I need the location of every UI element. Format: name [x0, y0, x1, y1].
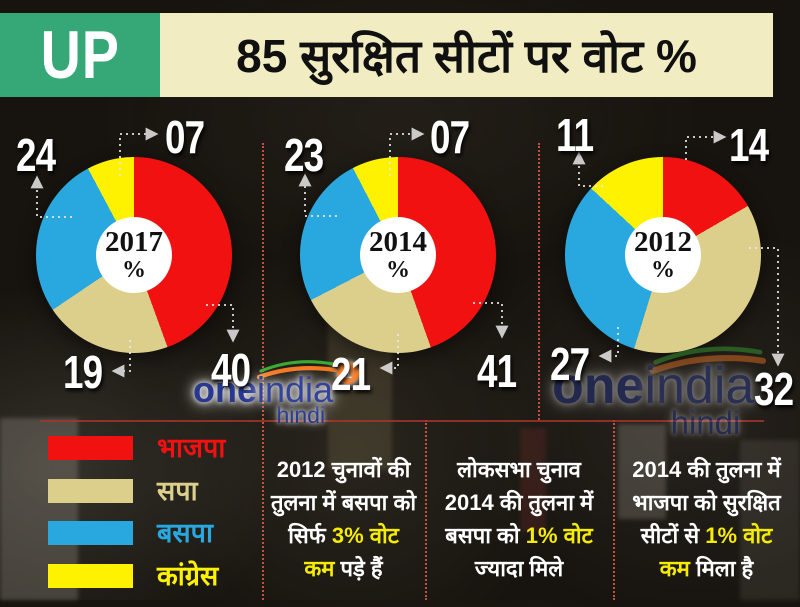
label-2017-bjp: 40: [211, 344, 251, 396]
label-2017-bsp: 24: [16, 129, 56, 181]
pie-unit-label: %: [386, 257, 410, 283]
note-line: 2012 चुनावों की: [276, 457, 411, 482]
note-line: बसपा को 1% वोट: [445, 523, 593, 548]
legend-label-congress: कांग्रेस: [157, 560, 219, 591]
pie-year-label: 2012: [634, 226, 692, 258]
legend-label-bjp: भाजपा: [157, 432, 226, 463]
badge-1-icon: 1: [337, 362, 360, 384]
legend-label-bsp: बसपा: [157, 517, 213, 548]
region-label: UP: [40, 17, 120, 93]
label-2017-sp: 19: [63, 346, 103, 398]
hindi-wordmark: hindi: [670, 404, 741, 441]
legend-swatch-bsp: [48, 521, 133, 545]
label-2014-sp: 21: [331, 348, 371, 400]
divider-dotted-vertical: [538, 143, 540, 420]
pie-year-label: 2014: [369, 226, 427, 258]
note-line: सिर्फ 3% वोट: [288, 523, 399, 548]
background-photo-card: [520, 428, 546, 532]
header: UP 85 सुरक्षित सीटों पर वोट %: [0, 13, 800, 97]
oneindia-hindi-logo: oneindia 1 hindi: [193, 360, 360, 428]
tricolor-swoosh-icon: [256, 360, 338, 379]
oneindia-hindi-watermark: oneindia 1 hindi: [552, 346, 767, 441]
title-bar: 85 सुरक्षित सीटों पर वोट %: [160, 13, 773, 97]
legend: भाजपा सपा बसपा कांग्रेस: [48, 432, 226, 607]
legend-row-bjp: भाजपा: [48, 432, 226, 463]
pie-year-label: 2017: [105, 226, 163, 258]
pie-center-2014: 2014 %: [360, 217, 436, 293]
label-2012-bsp: 27: [550, 338, 590, 390]
note-2014-loksabha: लोकसभा चुनाव 2014 की तुलना में बसपा को 1…: [425, 446, 613, 592]
pie-chart-2014: 2014 %: [300, 157, 496, 353]
background-photo-card: [740, 440, 800, 600]
pie-unit-label: %: [122, 257, 146, 283]
label-2017-congress: 07: [165, 111, 205, 163]
legend-row-congress: कांग्रेस: [48, 560, 225, 591]
note-line: 2014 की तुलना में: [632, 457, 781, 482]
label-2012-congress: 11: [556, 109, 594, 161]
note-line: ज्यादा मिले: [474, 556, 564, 581]
note-line: भाजपा को सुरक्षित: [632, 490, 781, 515]
note-line: लोकसभा चुनाव: [457, 457, 581, 482]
note-line: कम पड़े हैं: [304, 556, 383, 581]
label-2012-bjp: 14: [729, 119, 769, 171]
note-2012-comparison: 2012 चुनावों की तुलना में बसपा को सिर्फ …: [262, 446, 425, 592]
legend-swatch-bjp: [48, 436, 133, 460]
note-2014-bjp: 2014 की तुलना में भाजपा को सुरक्षित सीटो…: [613, 446, 800, 592]
oneindia-wordmark: oneindia 1: [193, 362, 360, 408]
hindi-wordmark: hindi: [276, 402, 326, 428]
note-line: कम मिला है: [659, 556, 754, 581]
pie-center-2017: 2017 %: [96, 217, 172, 293]
legend-row-bsp: बसपा: [48, 517, 225, 548]
note-line: 2014 की तुलना में: [444, 490, 594, 515]
legend-label-sp: सपा: [157, 475, 198, 506]
divider-horizontal: [40, 420, 764, 422]
divider-dotted-vertical: [425, 420, 427, 600]
background-photo-card: [618, 424, 666, 519]
page-title: 85 सुरक्षित सीटों पर वोट %: [236, 30, 697, 82]
note-line: तुलना में बसपा को: [270, 490, 417, 515]
region-badge: UP: [0, 13, 160, 97]
label-2012-sp: 32: [754, 363, 794, 415]
legend-swatch-sp: [48, 479, 133, 503]
divider-dotted-vertical: [613, 420, 615, 600]
pie-center-2012: 2012 %: [625, 217, 701, 293]
legend-swatch-congress: [48, 564, 133, 588]
pie-chart-2012: 2012 %: [565, 157, 761, 353]
pie-unit-label: %: [651, 257, 675, 283]
note-line: सीटों से 1% वोट: [640, 523, 773, 548]
oneindia-wordmark: oneindia 1: [552, 357, 755, 415]
pie-chart-2017: 2017 %: [36, 157, 232, 353]
legend-row-sp: सपा: [48, 475, 225, 506]
label-2014-bjp: 41: [477, 345, 517, 397]
label-2014-congress: 07: [430, 111, 470, 163]
label-2014-bsp: 23: [284, 129, 324, 181]
